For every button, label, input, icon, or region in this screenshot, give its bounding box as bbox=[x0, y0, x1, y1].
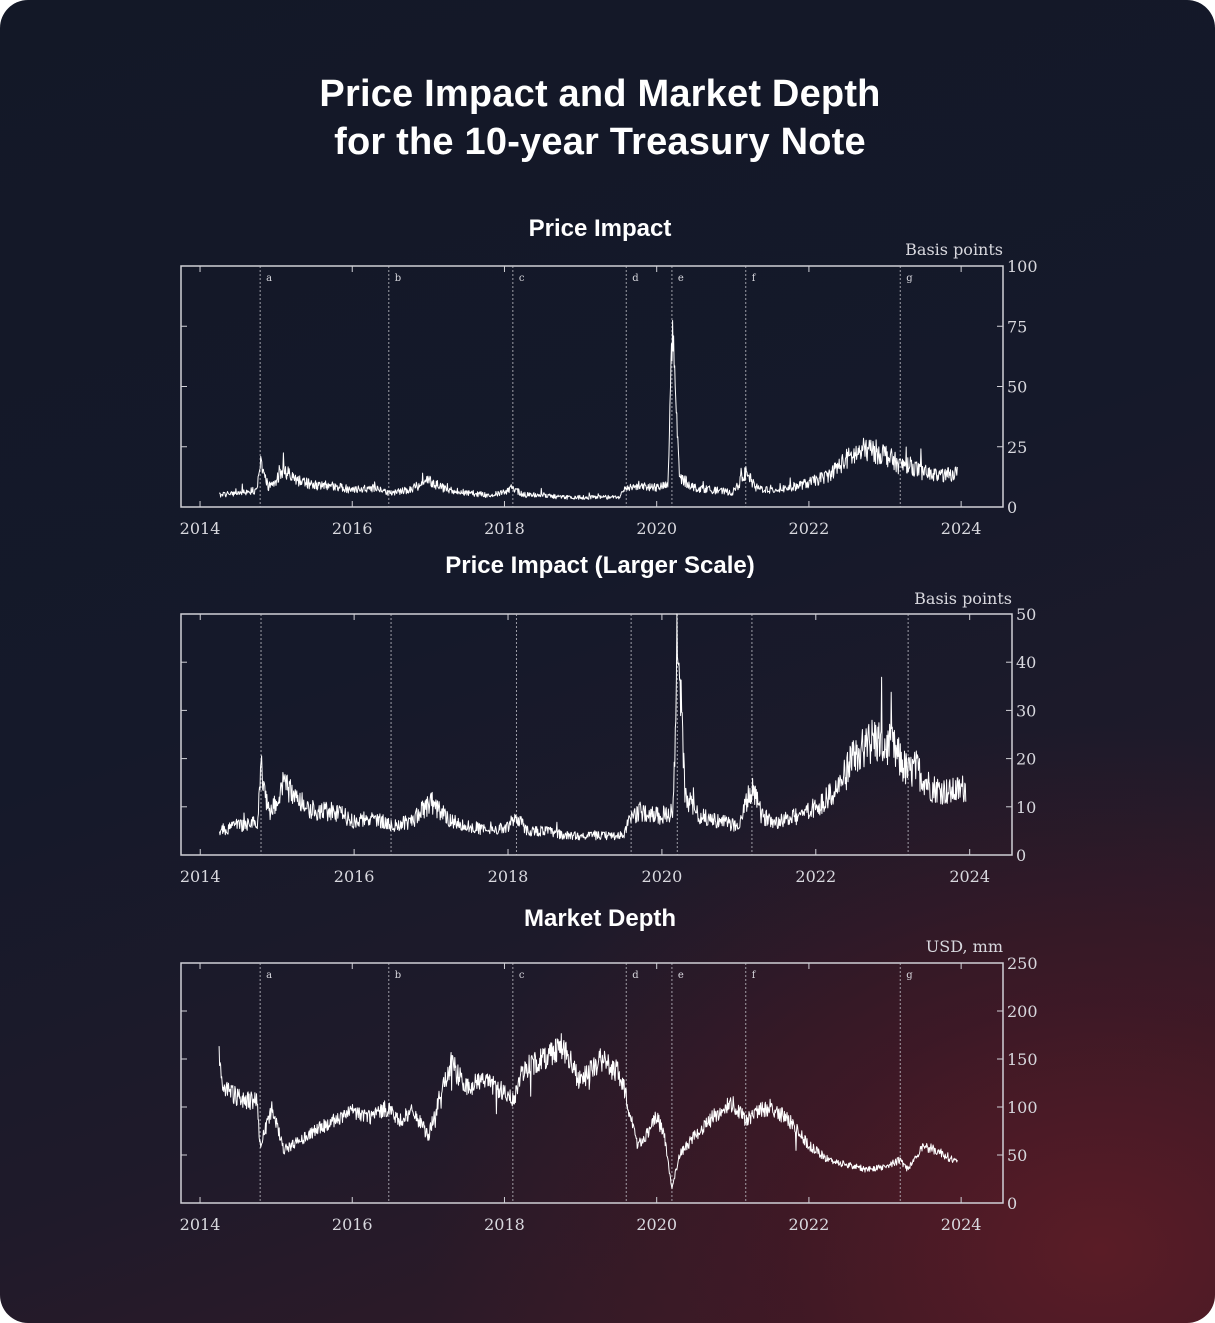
y-tick-label-30: 30 bbox=[1016, 701, 1036, 720]
y-tick-label-150: 150 bbox=[1007, 1050, 1038, 1069]
plot-frame bbox=[180, 613, 1013, 856]
event-label-g: g bbox=[906, 970, 913, 981]
chart-panel-1: a b c d e f g 2014 2016 2018 2020 2022 2024 0 25 50 75 10… bbox=[180, 240, 1038, 538]
x-tick-label-2016: 2016 bbox=[332, 519, 373, 538]
event-label-e: e bbox=[678, 273, 684, 284]
y-tick-label-100: 100 bbox=[1007, 257, 1038, 276]
plot-frame bbox=[180, 265, 1004, 508]
y-tick-label-0: 0 bbox=[1007, 498, 1017, 517]
x-tick-label-2018: 2018 bbox=[484, 519, 525, 538]
x-tick-label-2016: 2016 bbox=[332, 1215, 373, 1234]
series-line-market-depth bbox=[218, 1033, 958, 1190]
y-tick-label-20: 20 bbox=[1016, 750, 1036, 769]
series-line-price-impact bbox=[219, 613, 967, 841]
chart-title-price-impact: Price Impact bbox=[528, 215, 672, 242]
chart-title-market-depth: Market Depth bbox=[523, 905, 677, 932]
y-tick-label-0: 0 bbox=[1007, 1194, 1017, 1213]
y-tick-label-250: 250 bbox=[1007, 954, 1038, 973]
plot-frame bbox=[180, 962, 1004, 1204]
x-tick-label-2014: 2014 bbox=[180, 867, 221, 886]
series-line-price-impact bbox=[219, 320, 958, 500]
y-axis-unit-label: Basis points bbox=[914, 589, 1012, 608]
x-tick-label-2024: 2024 bbox=[949, 867, 990, 886]
x-tick-label-2014: 2014 bbox=[180, 519, 221, 538]
y-tick-label-100: 100 bbox=[1007, 1098, 1038, 1117]
y-tick-label-50: 50 bbox=[1016, 605, 1036, 624]
chart-panel-3: a b c d e f g 2014 2016 2018 2020 2022 2024 0 50 100 150… bbox=[180, 937, 1038, 1234]
event-label-b: b bbox=[395, 970, 401, 981]
y-tick-label-25: 25 bbox=[1007, 438, 1027, 457]
x-tick-label-2022: 2022 bbox=[795, 867, 836, 886]
y-axis-unit-label: USD, mm bbox=[926, 937, 1003, 956]
y-tick-label-10: 10 bbox=[1016, 798, 1036, 817]
event-label-c: c bbox=[519, 970, 525, 981]
page-title-line-2: for the 10-year Treasury Note bbox=[334, 121, 866, 163]
event-label-f: f bbox=[752, 970, 757, 981]
event-label-a: a bbox=[266, 970, 272, 981]
event-label-d: d bbox=[632, 273, 639, 284]
x-tick-label-2024: 2024 bbox=[941, 1215, 982, 1234]
x-tick-label-2018: 2018 bbox=[484, 1215, 525, 1234]
y-tick-label-50: 50 bbox=[1007, 1146, 1027, 1165]
event-label-c: c bbox=[519, 273, 525, 284]
event-label-f: f bbox=[752, 273, 757, 284]
x-tick-label-2020: 2020 bbox=[636, 519, 677, 538]
x-tick-label-2016: 2016 bbox=[334, 867, 375, 886]
x-tick-label-2020: 2020 bbox=[642, 867, 683, 886]
page-title: Price Impact and Market Depth for the 10… bbox=[0, 70, 1200, 166]
x-tick-label-2022: 2022 bbox=[789, 1215, 830, 1234]
y-tick-label-0: 0 bbox=[1016, 846, 1026, 865]
event-label-a: a bbox=[266, 273, 272, 284]
chart-panel-2: 2014 2016 2018 2020 2022 2024 0 10 20 30 40 50Basis… bbox=[180, 589, 1036, 886]
y-tick-label-200: 200 bbox=[1007, 1002, 1038, 1021]
y-tick-label-75: 75 bbox=[1007, 317, 1027, 336]
event-label-g: g bbox=[906, 273, 913, 284]
event-label-e: e bbox=[678, 970, 684, 981]
x-tick-label-2024: 2024 bbox=[941, 519, 982, 538]
x-tick-label-2014: 2014 bbox=[180, 1215, 221, 1234]
event-label-d: d bbox=[632, 970, 639, 981]
event-label-b: b bbox=[395, 273, 401, 284]
x-tick-label-2022: 2022 bbox=[789, 519, 830, 538]
x-tick-label-2018: 2018 bbox=[488, 867, 529, 886]
y-axis-unit-label: Basis points bbox=[905, 240, 1003, 259]
x-tick-label-2020: 2020 bbox=[636, 1215, 677, 1234]
y-tick-label-50: 50 bbox=[1007, 378, 1027, 397]
y-tick-label-40: 40 bbox=[1016, 653, 1036, 672]
page-title-line-1: Price Impact and Market Depth bbox=[319, 73, 881, 115]
chart-title-price-impact-larger-scale: Price Impact (Larger Scale) bbox=[445, 552, 755, 579]
